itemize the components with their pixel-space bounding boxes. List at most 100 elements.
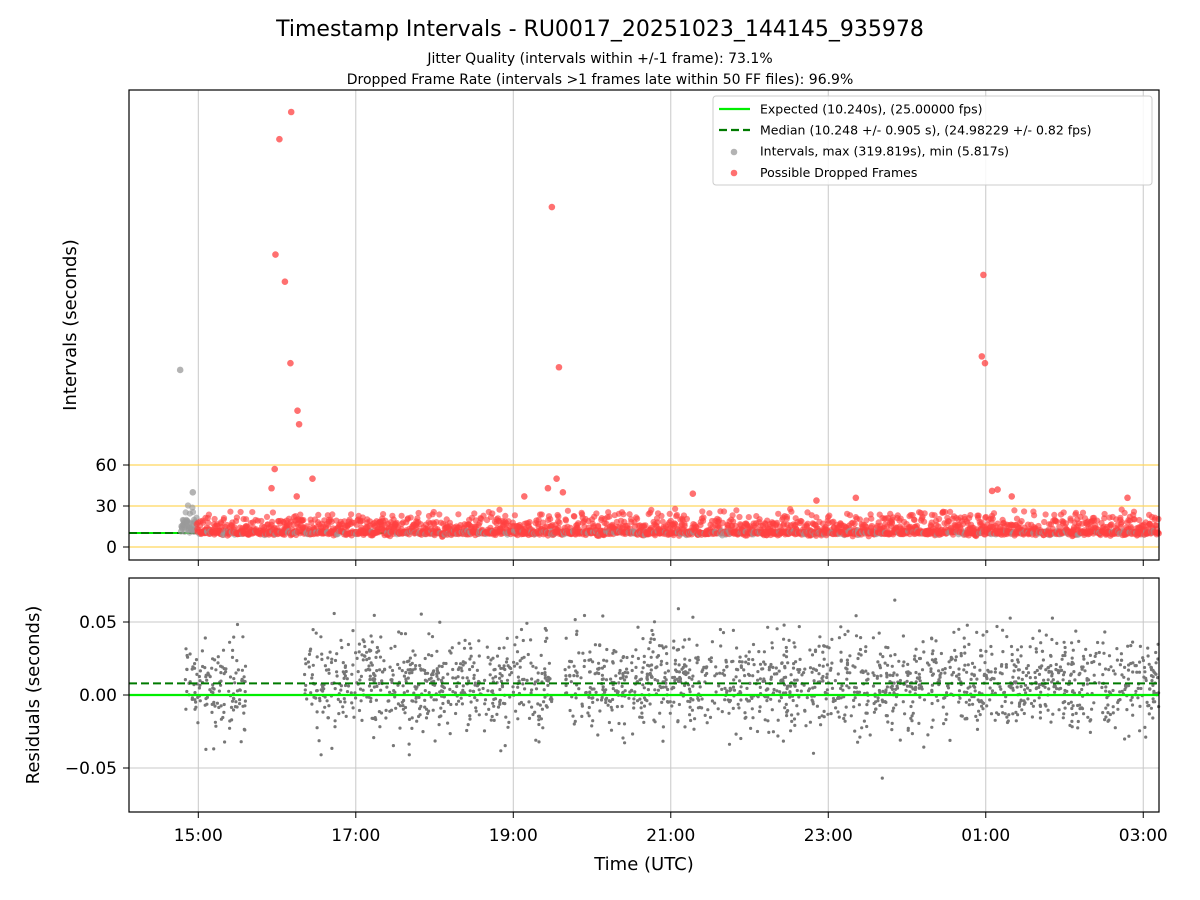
residual-point [977, 700, 982, 704]
residual-point [414, 700, 418, 704]
residual-point [1126, 668, 1131, 672]
residual-point [212, 687, 216, 691]
residual-point [620, 684, 624, 689]
residual-point [517, 679, 521, 683]
residual-point [606, 703, 610, 707]
residual-point [1040, 664, 1044, 668]
residual-point [195, 672, 199, 677]
dropped-frame-outlier [988, 487, 996, 495]
residual-point [789, 729, 793, 733]
residual-point [1009, 644, 1014, 649]
residual-point [957, 667, 961, 671]
residual-point [454, 661, 458, 666]
residual-point [1001, 628, 1005, 632]
residual-point [305, 697, 309, 701]
legend: Expected (10.240s), (25.00000 fps) Media… [712, 95, 1153, 186]
residual-point [1046, 708, 1050, 712]
dropped-frame-point [231, 524, 238, 531]
residual-point [934, 639, 938, 643]
residual-point [580, 714, 584, 719]
residual-point [905, 684, 910, 688]
dropped-frame-point [380, 510, 387, 518]
residual-point [722, 668, 726, 672]
residual-point [758, 705, 762, 709]
residual-point [641, 683, 645, 687]
residual-point [431, 672, 435, 677]
residual-point [183, 678, 187, 682]
residual-point [834, 706, 838, 710]
residual-point [1124, 685, 1128, 689]
residual-point [700, 697, 704, 701]
residual-point [184, 707, 188, 711]
residual-point [817, 672, 821, 676]
residual-point [954, 655, 958, 659]
residual-point [540, 707, 545, 711]
residual-point [444, 661, 448, 666]
residual-point [513, 643, 517, 647]
residual-point [354, 696, 358, 700]
residual-point [582, 664, 586, 669]
residual-point [339, 688, 343, 692]
residual-point [747, 650, 751, 654]
residual-point [803, 667, 807, 671]
residual-point [1123, 665, 1127, 670]
residual-point [340, 646, 344, 650]
residuals-y-tick-label: 0.00 [79, 686, 117, 706]
residual-point [1010, 652, 1014, 657]
residual-point [930, 658, 935, 662]
dropped-frame-outlier [271, 465, 278, 473]
residual-point [1090, 707, 1094, 711]
residual-point [643, 698, 648, 702]
residual-point [327, 668, 331, 672]
residual-point [1014, 710, 1018, 715]
residual-point [1033, 670, 1037, 675]
residual-point [1076, 726, 1080, 730]
residual-point [808, 720, 813, 724]
residual-point [483, 698, 488, 702]
residual-point [1046, 678, 1050, 682]
residual-point [822, 715, 826, 719]
residual-point [417, 714, 421, 719]
residual-point [917, 721, 921, 726]
residual-point [385, 685, 389, 689]
residual-point [495, 712, 499, 717]
residual-point [731, 628, 736, 633]
residual-point [1063, 653, 1067, 658]
residual-point [352, 715, 356, 719]
residual-point [568, 673, 572, 677]
residual-point [825, 663, 830, 667]
residual-point [590, 687, 594, 691]
residual-point [654, 666, 658, 670]
residual-point [681, 645, 685, 649]
residual-point [1026, 671, 1031, 675]
residual-point [995, 624, 999, 629]
residual-point [963, 651, 967, 655]
residual-point [845, 667, 849, 671]
dropped-frame-point [249, 508, 256, 516]
residual-point [973, 665, 977, 669]
residual-point [335, 670, 339, 674]
residual-point [648, 702, 652, 706]
residual-point [414, 696, 418, 700]
residual-point [485, 645, 489, 649]
residual-point [375, 669, 379, 673]
residual-point [871, 636, 876, 640]
residual-point [732, 678, 736, 682]
residual-point [534, 666, 538, 670]
residual-point [782, 637, 786, 641]
residual-point [785, 714, 789, 718]
residual-point [775, 672, 779, 676]
residual-point [632, 697, 636, 701]
residual-point [1130, 703, 1135, 707]
residual-point [1060, 657, 1064, 661]
residual-point [1049, 720, 1053, 724]
residual-point [700, 670, 704, 674]
residual-point [333, 687, 337, 691]
residual-point [194, 700, 198, 704]
residual-point [388, 690, 392, 694]
dropped-frame-point [606, 513, 613, 520]
residual-point [615, 705, 620, 709]
residual-point [378, 668, 382, 672]
residual-point [380, 679, 384, 683]
residual-point [1149, 706, 1153, 710]
